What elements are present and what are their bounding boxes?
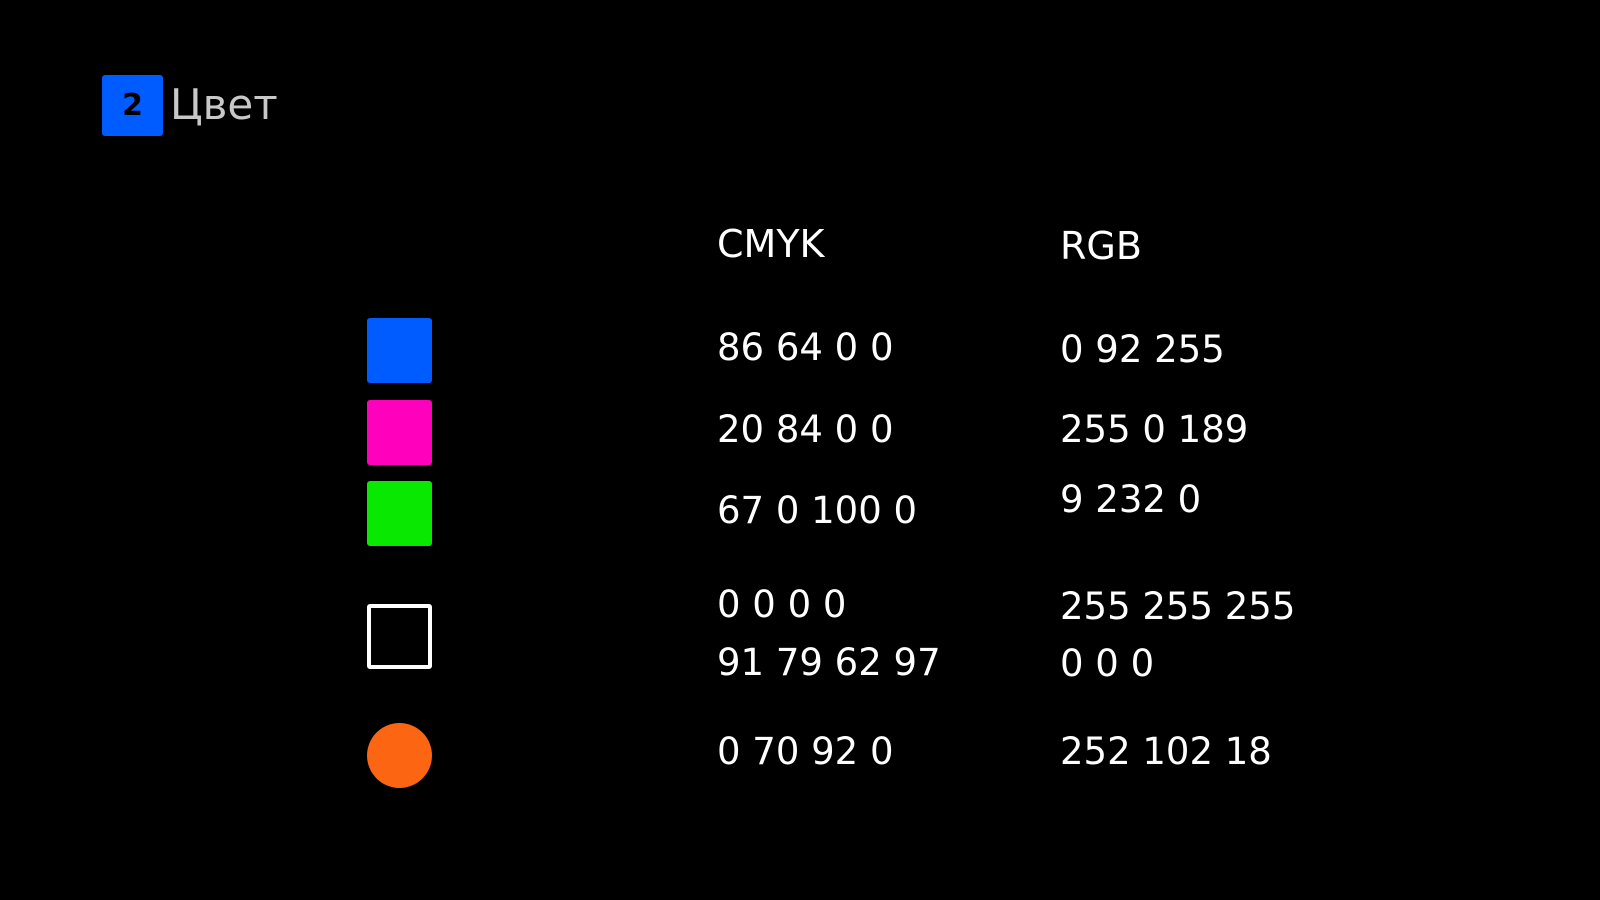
cmyk-value: 67 0 100 0: [717, 489, 918, 532]
rgb-value: 9 232 0: [1060, 478, 1202, 521]
page-title: Цвет: [170, 80, 278, 129]
cmyk-value: 86 64 0 0: [717, 326, 894, 369]
magenta-swatch: [367, 400, 432, 465]
cmyk-column-header: CMYK: [717, 222, 825, 266]
green-swatch: [367, 481, 432, 546]
blue-swatch: [367, 318, 432, 383]
rgb-value: 255 0 189: [1060, 408, 1249, 451]
cmyk-value: 0 70 92 0: [717, 730, 894, 773]
cmyk-value: 20 84 0 0: [717, 408, 894, 451]
cmyk-value: 0 0 0 0: [717, 583, 847, 626]
rgb-column-header: RGB: [1060, 224, 1142, 268]
rgb-value-black: 0 0 0: [1060, 642, 1155, 685]
white-black-swatch: [367, 604, 432, 669]
orange-swatch: [367, 723, 432, 788]
rgb-value: 255 255 255: [1060, 585, 1296, 628]
rgb-value: 0 92 255: [1060, 328, 1225, 371]
cmyk-value-black: 91 79 62 97: [717, 641, 941, 684]
section-number-badge: 2: [102, 75, 163, 136]
rgb-value: 252 102 18: [1060, 730, 1272, 773]
